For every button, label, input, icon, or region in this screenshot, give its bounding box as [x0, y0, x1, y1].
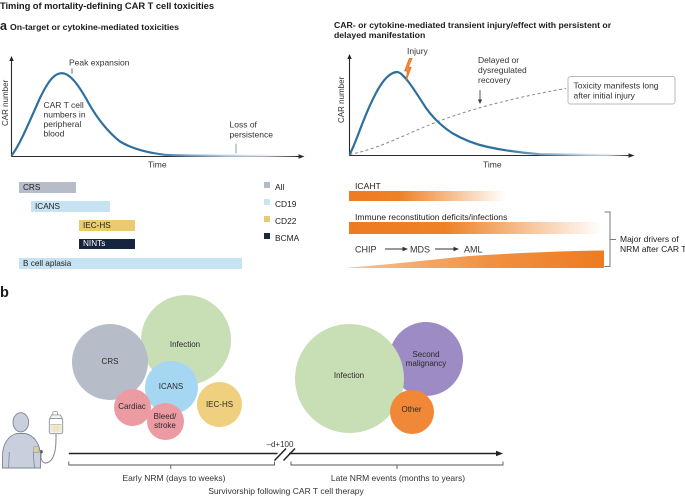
svg-text:MDS: MDS: [410, 245, 430, 255]
svg-text:AML: AML: [464, 245, 483, 255]
svg-text:Late NRM events (months to yea: Late NRM events (months to years): [331, 473, 465, 483]
svg-text:CAR number: CAR number: [337, 76, 346, 123]
svg-text:Early NRM (days to weeks): Early NRM (days to weeks): [123, 473, 226, 483]
svg-text:–d+100: –d+100: [267, 440, 294, 449]
svg-text:after initial injury: after initial injury: [574, 91, 636, 101]
svg-text:Delayed or: Delayed or: [478, 55, 519, 65]
svg-text:blood: blood: [44, 129, 65, 139]
svg-text:persistence: persistence: [230, 130, 274, 140]
svg-text:recovery: recovery: [478, 75, 511, 85]
svg-text:CAR number: CAR number: [1, 79, 10, 126]
svg-text:CAR T cell: CAR T cell: [44, 100, 84, 110]
svg-text:numbers in: numbers in: [44, 110, 86, 120]
svg-text:peripheral: peripheral: [44, 119, 82, 129]
svg-text:Time: Time: [148, 160, 167, 170]
svg-text:Peak expansion: Peak expansion: [69, 58, 130, 68]
svg-text:Time: Time: [483, 160, 502, 170]
svg-text:Injury: Injury: [407, 46, 429, 56]
svg-text:CHIP: CHIP: [355, 245, 377, 255]
svg-text:Loss of: Loss of: [230, 120, 258, 130]
svg-text:dysregulated: dysregulated: [478, 65, 527, 75]
svg-text:Survivorship following CAR T c: Survivorship following CAR T cell therap…: [208, 486, 364, 496]
svg-text:Toxicity manifests long: Toxicity manifests long: [574, 81, 659, 91]
